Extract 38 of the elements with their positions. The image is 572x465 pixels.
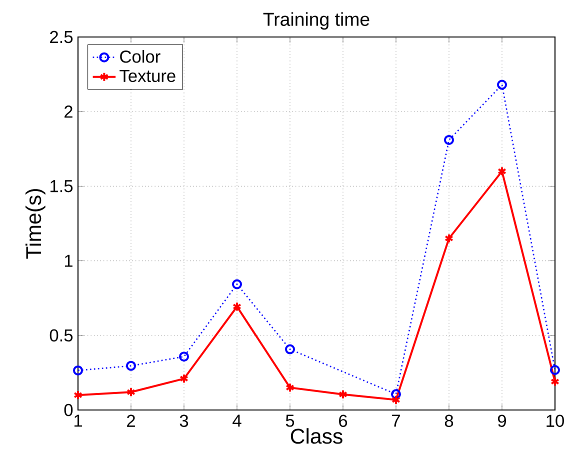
x-tick-label: 7 xyxy=(392,414,400,427)
x-tick-label: 10 xyxy=(546,414,564,427)
legend-label: Texture xyxy=(120,70,176,82)
x-tick-label: 4 xyxy=(232,414,242,427)
x-tick-label: 9 xyxy=(498,414,506,427)
point xyxy=(444,134,454,145)
y-tick-label: 1 xyxy=(64,254,72,267)
point xyxy=(338,389,348,400)
point xyxy=(126,387,136,398)
x-tick-label: 3 xyxy=(180,414,188,427)
y-tick-label: 0.5 xyxy=(50,329,73,342)
point xyxy=(232,302,242,312)
point xyxy=(496,80,507,90)
point xyxy=(390,389,401,400)
point xyxy=(392,394,400,405)
x-tick-label: 6 xyxy=(339,414,348,427)
point xyxy=(550,365,560,376)
y-tick-label: 0 xyxy=(64,404,73,416)
point xyxy=(286,382,294,393)
x-tick-label: 8 xyxy=(444,414,454,427)
y-tick-label: 2.5 xyxy=(50,30,73,44)
x-axis-title: Class xyxy=(290,428,342,444)
legend-label: Color xyxy=(120,50,160,63)
point xyxy=(444,233,454,244)
x-tick-label: 2 xyxy=(127,414,135,427)
point xyxy=(126,360,136,371)
y-tick-label: 2 xyxy=(64,106,72,118)
point xyxy=(498,166,506,176)
point xyxy=(284,344,295,354)
point xyxy=(180,374,188,384)
y-axis-title: Time(s) xyxy=(26,189,46,259)
chart-title: Training time xyxy=(263,12,370,30)
point xyxy=(73,365,83,376)
point xyxy=(179,352,189,362)
x-tick-label: 5 xyxy=(286,414,294,427)
y-tick-label: 1.5 xyxy=(50,180,73,192)
point xyxy=(232,279,242,290)
x-tick-label: 1 xyxy=(74,414,82,427)
